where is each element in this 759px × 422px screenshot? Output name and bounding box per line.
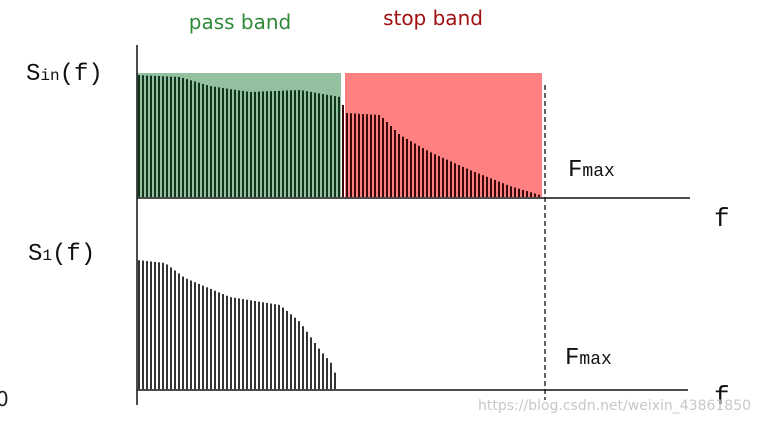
symbol: F	[565, 345, 579, 372]
subscript: max	[582, 162, 614, 182]
sin-label: Sin(f)	[26, 61, 103, 88]
watermark: https://blog.csdn.net/weixin_43861850	[478, 398, 751, 414]
subscript: 1	[42, 247, 52, 265]
stop-band-label: stop band	[383, 6, 483, 30]
spectrum-stripes	[138, 75, 540, 389]
symbol: S	[28, 241, 42, 268]
symbol: S	[26, 61, 40, 88]
top-x-label: f	[714, 204, 730, 234]
symbol: F	[568, 157, 582, 184]
fmax-top-label: Fmax	[568, 157, 615, 184]
subscript: max	[579, 350, 611, 370]
fmax-bottom-label: Fmax	[565, 345, 612, 372]
bottom-x-label: f	[714, 382, 730, 412]
argument: (f)	[52, 241, 95, 268]
pass-band-label: pass band	[189, 10, 291, 34]
s1-label: S1(f)	[28, 241, 95, 268]
subscript: in	[40, 67, 59, 85]
argument: (f)	[60, 61, 103, 88]
origin-label: 0	[0, 387, 9, 411]
